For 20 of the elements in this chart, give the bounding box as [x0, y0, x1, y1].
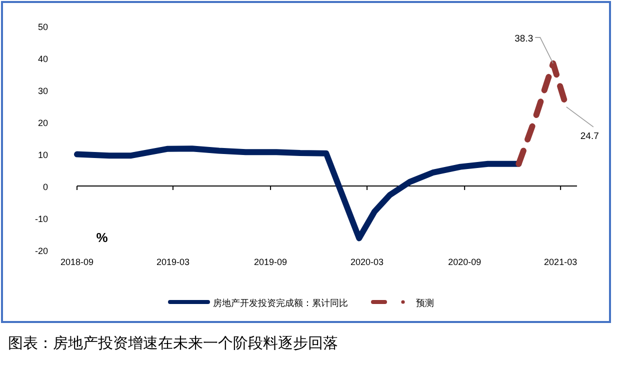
y-tick-label: 10 — [38, 150, 48, 160]
legend-label: 预测 — [416, 298, 434, 308]
y-tick-label: 40 — [38, 54, 48, 64]
x-tick-label: 2019-09 — [254, 257, 288, 267]
y-tick-label: 0 — [42, 182, 48, 192]
text: 图表：房地产投资增速在未来一个阶段料逐步回落 — [8, 334, 338, 352]
x-tick-label: 2020-09 — [448, 257, 482, 267]
legend-label: 房地产开发投资完成额：累计同比 — [213, 298, 348, 308]
annotation: 24.7 — [580, 130, 599, 142]
y-tick-label: 50 — [38, 22, 48, 32]
y-tick-label: -20 — [34, 246, 48, 256]
y-axis-title: % — [96, 230, 108, 245]
annotation: 38.3 — [514, 33, 534, 44]
y-tick-label: 20 — [38, 118, 48, 128]
y-tick-label: -10 — [34, 214, 48, 224]
x-tick-label: 2018-09 — [60, 257, 94, 267]
x-tick-label: 2021-03 — [544, 257, 578, 267]
y-tick-label: 30 — [38, 86, 48, 96]
x-tick-label: 2020-03 — [350, 257, 384, 267]
x-tick-label: 2019-03 — [156, 257, 190, 267]
